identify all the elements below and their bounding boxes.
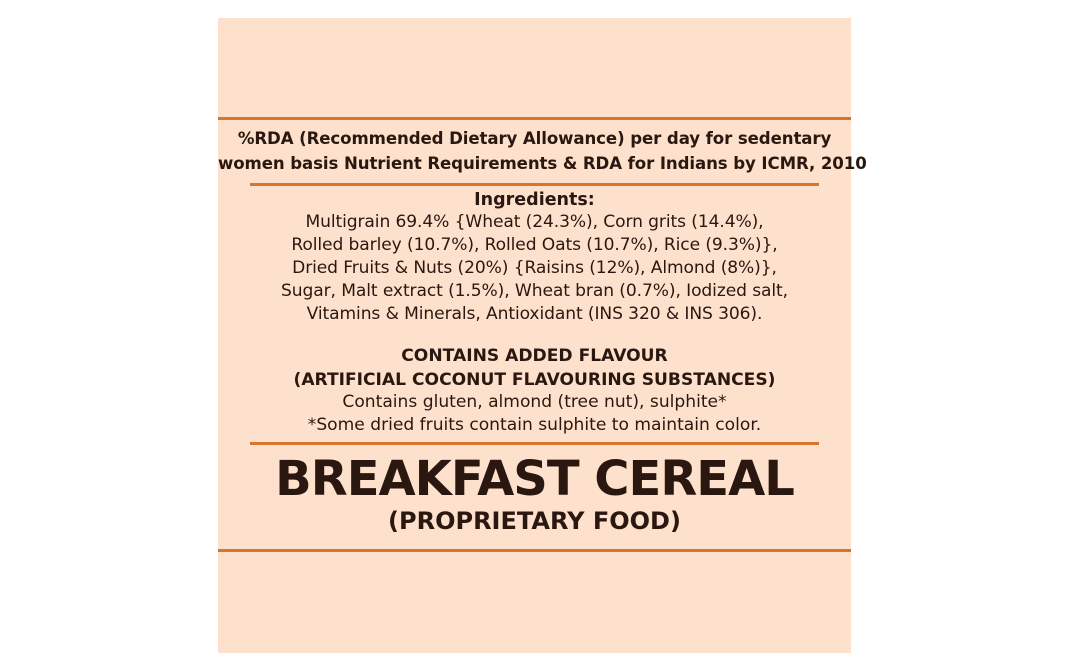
allergen-line-1: Contains gluten, almond (tree nut), sulp… bbox=[342, 392, 727, 412]
allergen-line-2: *Some dried fruits contain sulphite to m… bbox=[307, 415, 762, 435]
product-name: BREAKFAST CEREAL bbox=[275, 451, 795, 507]
ingredients-line: Sugar, Malt extract (1.5%), Wheat bran (… bbox=[281, 281, 788, 301]
ingredients-title: Ingredients: bbox=[474, 190, 595, 210]
allergen-notes: Contains gluten, almond (tree nut), sulp… bbox=[218, 391, 851, 437]
rda-divider bbox=[250, 183, 819, 186]
bottom-divider bbox=[218, 549, 851, 552]
label-panel: %RDA (Recommended Dietary Allowance) per… bbox=[218, 18, 867, 653]
product-divider bbox=[250, 442, 819, 445]
rda-note-line-2: women basis Nutrient Requirements & RDA … bbox=[218, 154, 867, 173]
ingredients-line: Multigrain 69.4% {Wheat (24.3%), Corn gr… bbox=[305, 212, 764, 232]
rda-note-line-1: %RDA (Recommended Dietary Allowance) per… bbox=[237, 129, 832, 148]
flavour-line-1: CONTAINS ADDED FLAVOUR bbox=[401, 346, 668, 366]
rda-note: %RDA (Recommended Dietary Allowance) per… bbox=[218, 126, 867, 176]
ingredients-line: Rolled barley (10.7%), Rolled Oats (10.7… bbox=[291, 235, 778, 255]
top-divider bbox=[218, 117, 851, 120]
product-category: (PROPRIETARY FOOD) bbox=[388, 507, 681, 535]
flavour-line-2: (ARTIFICIAL COCONUT FLAVOURING SUBSTANCE… bbox=[293, 370, 776, 390]
ingredients-line: Dried Fruits & Nuts (20%) {Raisins (12%)… bbox=[292, 258, 777, 278]
flavour-statement: CONTAINS ADDED FLAVOUR (ARTIFICIAL COCON… bbox=[218, 344, 851, 392]
ingredients-line: Vitamins & Minerals, Antioxidant (INS 32… bbox=[306, 304, 763, 324]
ingredients-list: Multigrain 69.4% {Wheat (24.3%), Corn gr… bbox=[218, 211, 851, 326]
